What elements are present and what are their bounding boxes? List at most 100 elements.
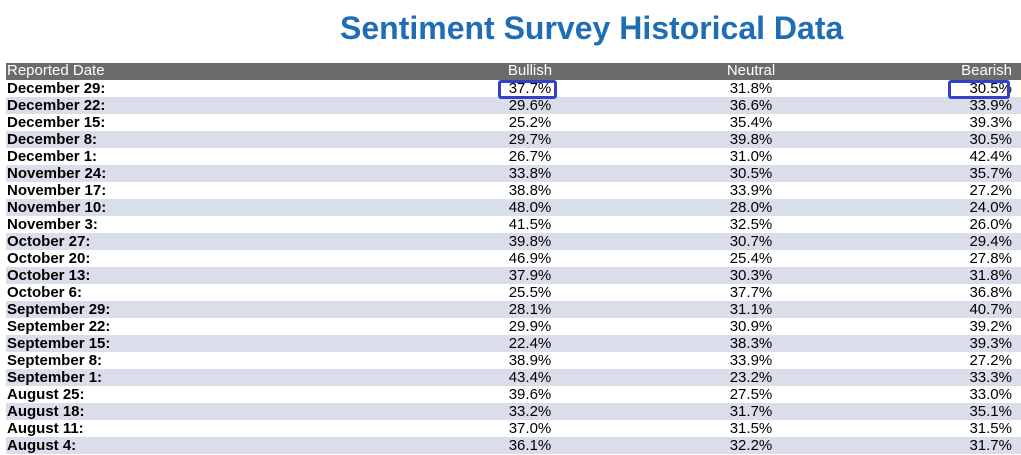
row-date: November 3: <box>7 216 98 233</box>
row-neutral: 28.0% <box>729 199 773 216</box>
row-bearish: 36.8% <box>969 284 1012 301</box>
row-neutral: 31.8% <box>729 80 773 97</box>
table-row: September 8: 38.9% 33.9% 27.2% <box>6 352 1021 369</box>
table-row: October 6: 25.5% 37.7% 36.8% <box>6 284 1021 301</box>
table-row: August 18: 33.2% 31.7% 35.1% <box>6 403 1021 420</box>
page-title: Sentiment Survey Historical Data <box>340 10 844 46</box>
table-row: December 1: 26.7% 31.0% 42.4% <box>6 148 1021 165</box>
header-bullish: Bullish <box>507 62 553 79</box>
row-neutral: 33.9% <box>729 182 773 199</box>
row-neutral: 33.9% <box>729 352 773 369</box>
table-row: October 13: 37.9% 30.3% 31.8% <box>6 267 1021 284</box>
row-bearish: 33.9% <box>969 97 1012 114</box>
row-bearish: 39.3% <box>969 114 1012 131</box>
row-bearish: 24.0% <box>969 199 1012 216</box>
row-date: November 10: <box>7 199 107 216</box>
table-row: November 3: 41.5% 32.5% 26.0% <box>6 216 1021 233</box>
header-reported-date: Reported Date <box>7 62 105 79</box>
row-neutral: 30.5% <box>729 165 773 182</box>
row-neutral: 32.2% <box>729 437 773 454</box>
row-bearish: 42.4% <box>969 148 1012 165</box>
table-row: October 20: 46.9% 25.4% 27.8% <box>6 250 1021 267</box>
table-row: August 25: 39.6% 27.5% 33.0% <box>6 386 1021 403</box>
row-neutral: 39.8% <box>729 131 773 148</box>
row-bearish: 27.8% <box>969 250 1012 267</box>
row-neutral: 31.5% <box>729 420 773 437</box>
row-bullish: 39.6% <box>508 386 552 403</box>
row-date: September 1: <box>7 369 103 386</box>
row-bullish: 29.7% <box>508 131 552 148</box>
row-neutral: 31.7% <box>729 403 773 420</box>
table-row: October 27: 39.8% 30.7% 29.4% <box>6 233 1021 250</box>
row-date: August 11: <box>7 420 84 437</box>
row-bearish: 27.2% <box>969 352 1012 369</box>
table-row: September 29: 28.1% 31.1% 40.7% <box>6 301 1021 318</box>
row-bullish: 22.4% <box>508 335 552 352</box>
sentiment-table: Reported Date Bullish Neutral Bearish De… <box>6 63 1021 454</box>
table-row: November 17: 38.8% 33.9% 27.2% <box>6 182 1021 199</box>
row-date: December 15: <box>7 114 106 131</box>
row-bullish: 25.2% <box>508 114 552 131</box>
row-bullish: 48.0% <box>508 199 552 216</box>
table-row: December 8: 29.7% 39.8% 30.5% <box>6 131 1021 148</box>
row-bullish: 37.7% <box>508 80 552 97</box>
row-date: October 13: <box>7 267 91 284</box>
row-bullish: 38.8% <box>508 182 552 199</box>
row-date: December 8: <box>7 131 98 148</box>
row-neutral: 30.3% <box>729 267 773 284</box>
row-date: August 25: <box>7 386 85 403</box>
row-bearish: 31.7% <box>969 437 1012 454</box>
row-date: November 24: <box>7 165 107 182</box>
table-row: December 15: 25.2% 35.4% 39.3% <box>6 114 1021 131</box>
row-bearish: 31.8% <box>969 267 1012 284</box>
row-bullish: 38.9% <box>508 352 552 369</box>
row-neutral: 31.0% <box>729 148 773 165</box>
row-bullish: 29.6% <box>508 97 552 114</box>
row-neutral: 38.3% <box>729 335 773 352</box>
table-row: August 11: 37.0% 31.5% 31.5% <box>6 420 1021 437</box>
row-neutral: 25.4% <box>729 250 773 267</box>
row-neutral: 37.7% <box>729 284 773 301</box>
row-date: October 6: <box>7 284 83 301</box>
table-header: Reported Date Bullish Neutral Bearish <box>6 63 1021 80</box>
row-neutral: 27.5% <box>729 386 773 403</box>
row-bearish: 33.0% <box>969 386 1012 403</box>
highlight-box-bullish <box>498 80 557 99</box>
row-date: September 22: <box>7 318 111 335</box>
highlight-box-bearish <box>948 80 1010 99</box>
row-date: September 8: <box>7 352 103 369</box>
row-bullish: 43.4% <box>508 369 552 386</box>
row-neutral: 30.7% <box>729 233 773 250</box>
row-bearish: 39.3% <box>969 335 1012 352</box>
row-bearish: 39.2% <box>969 318 1012 335</box>
row-bullish: 36.1% <box>508 437 552 454</box>
row-date: September 29: <box>7 301 111 318</box>
row-date: August 4: <box>7 437 77 454</box>
row-date: November 17: <box>7 182 107 199</box>
row-bearish: 35.1% <box>969 403 1012 420</box>
header-neutral: Neutral <box>726 62 776 79</box>
row-bearish: 26.0% <box>969 216 1012 233</box>
table-body: December 29: 37.7% 31.8% 30.5% December 22: 2… <box>6 80 1021 454</box>
table-row: September 15: 22.4% 38.3% 39.3% <box>6 335 1021 352</box>
row-bearish: 27.2% <box>969 182 1012 199</box>
table-row: August 4: 36.1% 32.2% 31.7% <box>6 437 1021 454</box>
row-date: August 18: <box>7 403 85 420</box>
row-neutral: 30.9% <box>729 318 773 335</box>
row-date: September 15: <box>7 335 111 352</box>
row-bullish: 33.2% <box>508 403 552 420</box>
row-bullish: 37.9% <box>508 267 552 284</box>
row-neutral: 36.6% <box>729 97 773 114</box>
row-neutral: 23.2% <box>729 369 773 386</box>
row-bearish: 30.5% <box>969 80 1012 97</box>
row-bearish: 35.7% <box>969 165 1012 182</box>
row-bearish: 29.4% <box>969 233 1012 250</box>
row-date: October 20: <box>7 250 91 267</box>
row-neutral: 32.5% <box>729 216 773 233</box>
table-row: December 29: 37.7% 31.8% 30.5% <box>6 80 1021 97</box>
table-row: November 10: 48.0% 28.0% 24.0% <box>6 199 1021 216</box>
table-row: November 24: 33.8% 30.5% 35.7% <box>6 165 1021 182</box>
row-bullish: 37.0% <box>508 420 552 437</box>
header-bearish: Bearish <box>961 62 1012 79</box>
row-date: December 1: <box>7 148 98 165</box>
